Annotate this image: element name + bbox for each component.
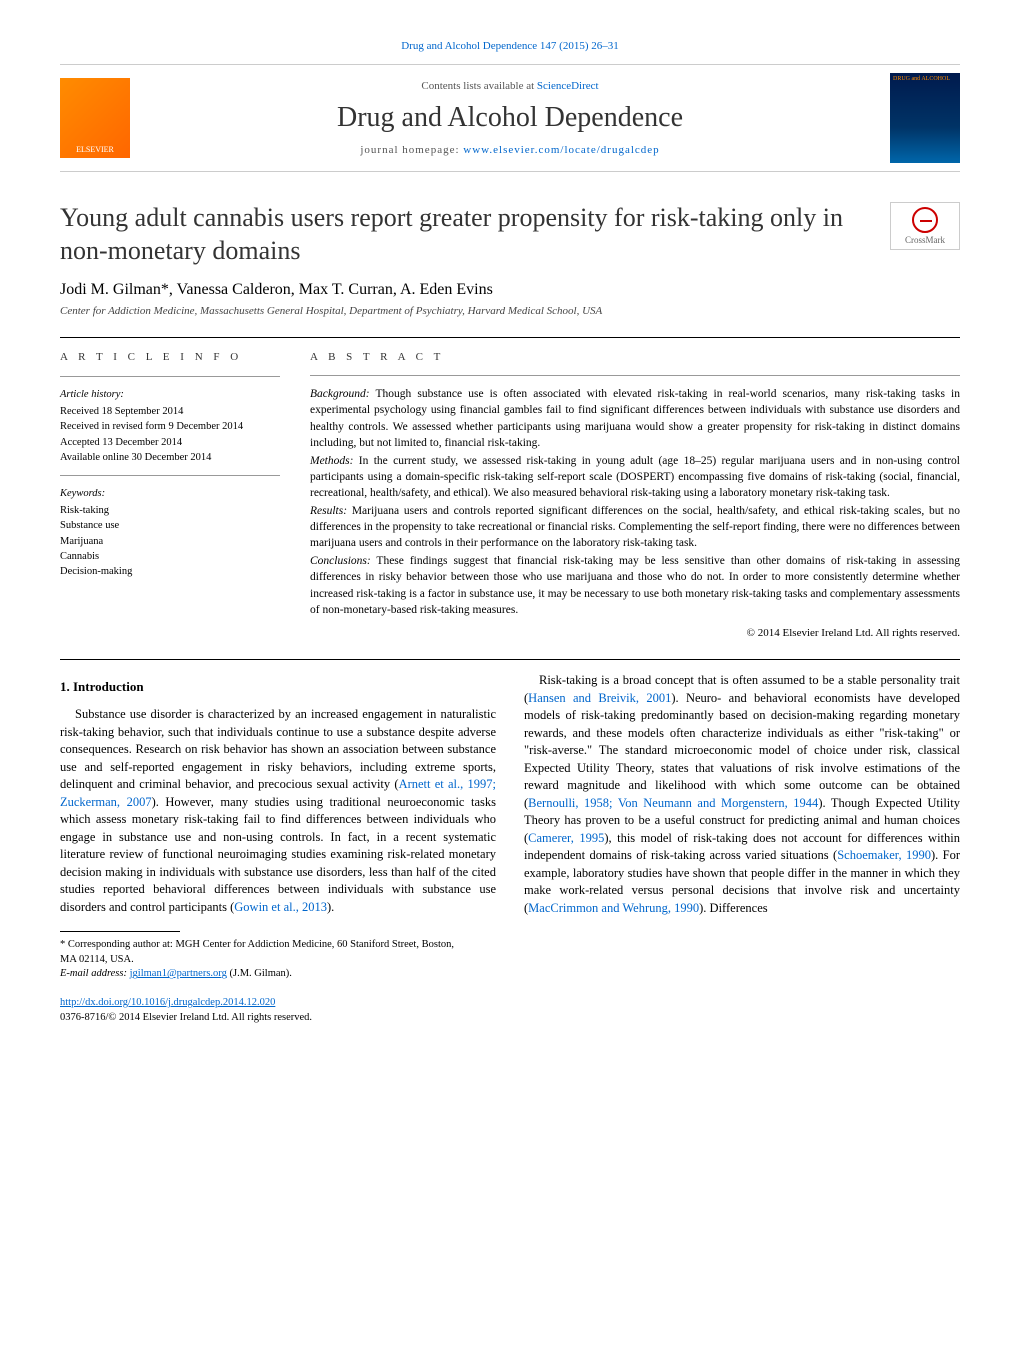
- journal-cover-thumbnail: DRUG and ALCOHOL: [890, 73, 960, 163]
- email-suffix: (J.M. Gilman).: [227, 968, 292, 979]
- journal-citation: Drug and Alcohol Dependence 147 (2015) 2…: [60, 40, 960, 52]
- citation-link[interactable]: MacCrimmon and Wehrung, 1990: [528, 901, 699, 915]
- author-email-link[interactable]: jgilman1@partners.org: [130, 968, 227, 979]
- contents-available-line: Contents lists available at ScienceDirec…: [142, 80, 878, 92]
- corresponding-author-footnote: * Corresponding author at: MGH Center fo…: [60, 938, 465, 967]
- abstract-block: a b s t r a c t Background: Though subst…: [310, 350, 960, 641]
- article-info-block: a r t i c l e i n f o Article history: R…: [60, 350, 280, 641]
- abstract-heading: a b s t r a c t: [310, 350, 960, 365]
- abstract-results-text: Marijuana users and controls reported si…: [310, 505, 960, 549]
- keyword: Marijuana: [60, 534, 280, 549]
- history-label: Article history:: [60, 387, 280, 402]
- crossmark-label: CrossMark: [905, 235, 945, 245]
- authors: Jodi M. Gilman*, Vanessa Calderon, Max T…: [60, 281, 960, 299]
- abstract-background-label: Background:: [310, 388, 370, 400]
- abstract-conclusions-text: These findings suggest that financial ri…: [310, 555, 960, 615]
- body-text-fragment: ).: [327, 900, 334, 914]
- keyword: Risk-taking: [60, 503, 280, 518]
- contents-prefix: Contents lists available at: [421, 80, 536, 92]
- footnotes: * Corresponding author at: MGH Center fo…: [60, 938, 465, 982]
- crossmark-badge[interactable]: CrossMark: [890, 202, 960, 250]
- citation-link[interactable]: Schoemaker, 1990: [837, 848, 931, 862]
- keyword: Substance use: [60, 518, 280, 533]
- homepage-prefix: journal homepage:: [360, 144, 463, 156]
- citation-link[interactable]: Hansen and Breivik, 2001: [528, 691, 671, 705]
- abstract-methods-label: Methods:: [310, 455, 353, 467]
- doi-link[interactable]: http://dx.doi.org/10.1016/j.drugalcdep.2…: [60, 997, 275, 1008]
- section-heading-introduction: 1. Introduction: [60, 678, 496, 696]
- keywords-label: Keywords:: [60, 486, 280, 501]
- body-text-fragment: ). Differences: [699, 901, 767, 915]
- citation-link[interactable]: Gowin et al., 2013: [234, 900, 327, 914]
- issn-copyright-line: 0376-8716/© 2014 Elsevier Ireland Ltd. A…: [60, 1011, 960, 1026]
- article-info-heading: a r t i c l e i n f o: [60, 350, 280, 366]
- citation-link[interactable]: Bernoulli, 1958; Von Neumann and Morgens…: [528, 796, 818, 810]
- abstract-copyright: © 2014 Elsevier Ireland Ltd. All rights …: [310, 626, 960, 641]
- journal-name: Drug and Alcohol Dependence: [142, 102, 878, 134]
- masthead: ELSEVIER Contents lists available at Sci…: [60, 64, 960, 172]
- history-online: Available online 30 December 2014: [60, 450, 280, 465]
- body-text-fragment: ). Neuro- and behavioral economists have…: [524, 691, 960, 810]
- history-accepted: Accepted 13 December 2014: [60, 435, 280, 450]
- abstract-background-text: Though substance use is often associated…: [310, 388, 960, 448]
- email-label: E-mail address:: [60, 968, 130, 979]
- sciencedirect-link[interactable]: ScienceDirect: [537, 80, 599, 92]
- history-received: Received 18 September 2014: [60, 404, 280, 419]
- abstract-conclusions-label: Conclusions:: [310, 555, 371, 567]
- affiliation: Center for Addiction Medicine, Massachus…: [60, 305, 960, 317]
- elsevier-logo: ELSEVIER: [60, 78, 130, 158]
- masthead-center: Contents lists available at ScienceDirec…: [142, 80, 878, 156]
- abstract-results-label: Results:: [310, 505, 347, 517]
- keyword: Decision-making: [60, 564, 280, 579]
- keyword: Cannabis: [60, 549, 280, 564]
- citation-link[interactable]: Camerer, 1995: [528, 831, 604, 845]
- history-revised: Received in revised form 9 December 2014: [60, 419, 280, 434]
- article-title: Young adult cannabis users report greate…: [60, 202, 870, 267]
- journal-homepage-line: journal homepage: www.elsevier.com/locat…: [142, 144, 878, 156]
- crossmark-icon: [912, 207, 938, 233]
- footer-meta: http://dx.doi.org/10.1016/j.drugalcdep.2…: [60, 996, 960, 1025]
- body-text: 1. Introduction Substance use disorder i…: [60, 672, 960, 917]
- journal-homepage-link[interactable]: www.elsevier.com/locate/drugalcdep: [463, 144, 659, 156]
- abstract-methods-text: In the current study, we assessed risk-t…: [310, 455, 960, 499]
